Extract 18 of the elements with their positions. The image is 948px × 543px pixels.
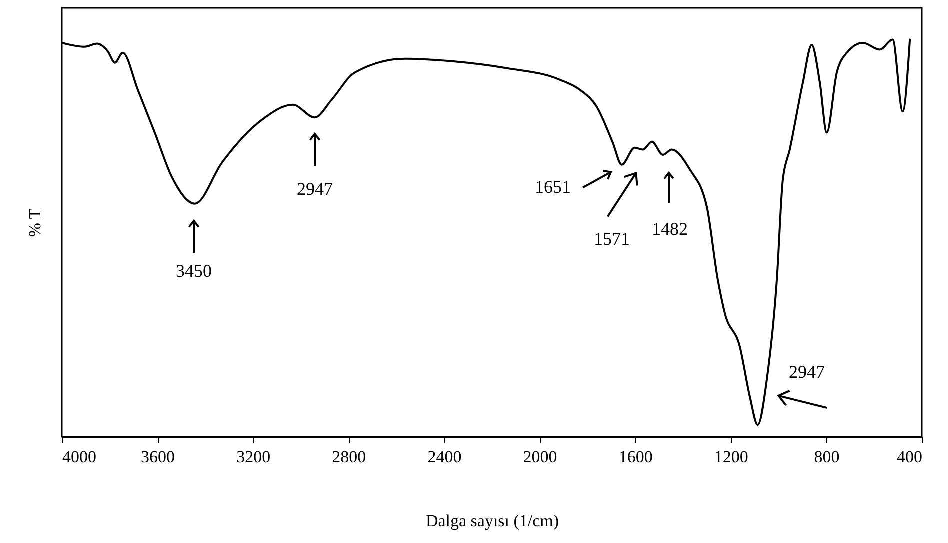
x-tick-label: 1600 bbox=[618, 448, 653, 466]
x-tick-label: 4000 bbox=[62, 448, 96, 466]
annotation: 2947 bbox=[789, 362, 825, 382]
x-tick-label: 800 bbox=[814, 448, 840, 466]
annotation: 3450 bbox=[176, 261, 212, 281]
annotation: 2947 bbox=[297, 179, 333, 199]
x-tick-label: 2400 bbox=[428, 448, 462, 466]
x-tick-label: 2000 bbox=[523, 448, 558, 466]
x-tick-label: 1200 bbox=[714, 448, 748, 466]
x-axis-title: Dalga sayısı (1/cm) bbox=[426, 512, 560, 530]
x-tick-label: 3200 bbox=[236, 448, 271, 466]
x-tick-label: 3600 bbox=[141, 448, 176, 466]
y-axis-title: % T bbox=[26, 208, 44, 238]
x-tick-label: 2800 bbox=[332, 448, 366, 466]
annotation: 1651 bbox=[535, 177, 571, 197]
x-tick-label: 400 bbox=[897, 448, 922, 466]
annotation: 1571 bbox=[594, 229, 630, 249]
annotation: 1482 bbox=[652, 219, 688, 239]
